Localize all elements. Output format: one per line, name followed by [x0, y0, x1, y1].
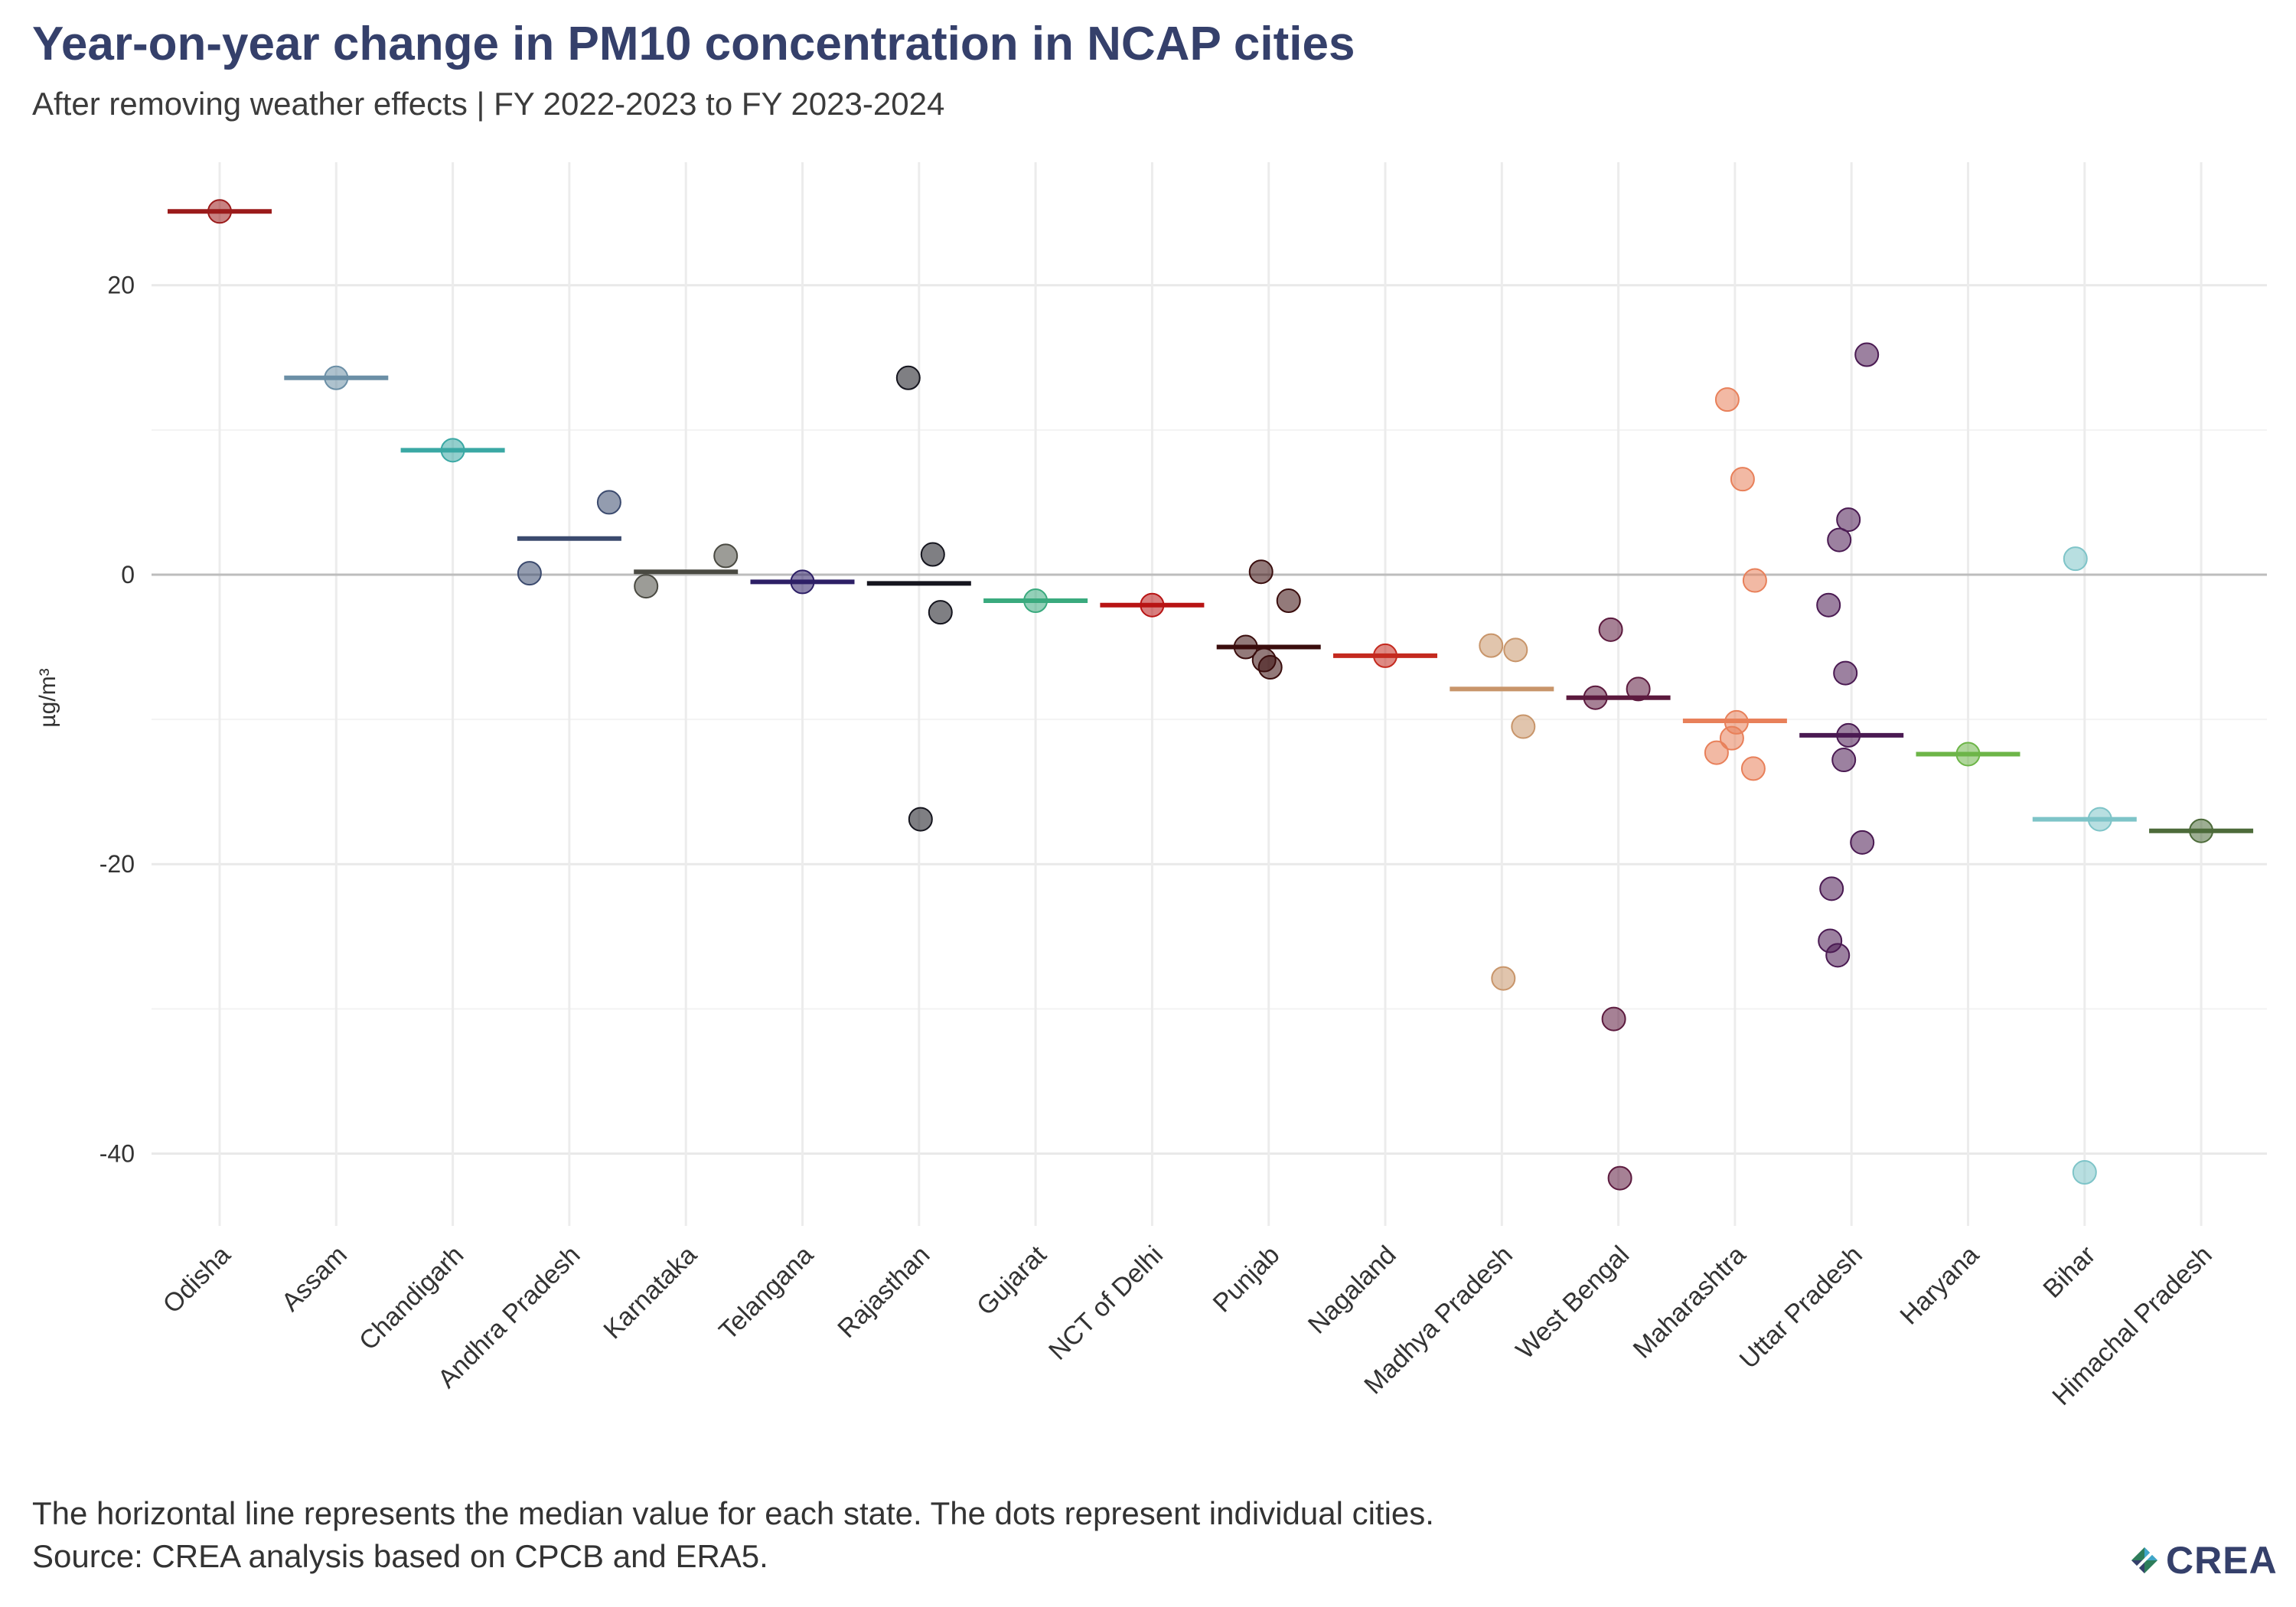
city-point	[1257, 655, 1283, 680]
x-tick-label: Telangana	[713, 1240, 819, 1346]
city-point	[1626, 676, 1651, 702]
city-point	[928, 600, 953, 625]
crea-logo-text: CREA	[2166, 1539, 2278, 1582]
city-point	[790, 569, 815, 595]
x-tick-label: Punjab	[1208, 1240, 1286, 1319]
y-tick-label: 20	[107, 272, 135, 299]
city-point	[1714, 387, 1740, 412]
x-tick-label: Nagaland	[1303, 1240, 1402, 1340]
city-point	[1023, 588, 1049, 614]
y-tick-label: 0	[121, 561, 135, 588]
x-tick-label: Maharashtra	[1628, 1240, 1752, 1364]
city-point	[1601, 1006, 1626, 1032]
grid	[152, 162, 2267, 1226]
chart-subtitle: After removing weather effects | FY 2022…	[32, 86, 945, 122]
city-point	[1503, 637, 1528, 663]
city-point	[2087, 807, 2112, 832]
x-tick-label: NCT of Delhi	[1043, 1240, 1169, 1366]
city-point	[634, 574, 659, 599]
city-point	[1248, 559, 1274, 585]
footnote-source: Source: CREA analysis based on CPCB and …	[32, 1538, 768, 1574]
city-point	[1819, 876, 1844, 901]
x-tick-label: West Bengal	[1511, 1240, 1636, 1365]
crea-logo: CREA	[2129, 1538, 2278, 1583]
x-tick-label: Gujarat	[971, 1240, 1052, 1321]
city-point	[1583, 685, 1608, 710]
median-lines	[168, 209, 2254, 833]
x-tick-label: Haryana	[1894, 1240, 1985, 1331]
city-point	[1373, 643, 1397, 668]
city-point	[1511, 714, 1536, 739]
x-tick-label: Rajasthan	[832, 1240, 935, 1344]
x-tick-label: Karnataka	[598, 1240, 703, 1345]
city-point	[1742, 568, 1767, 593]
y-axis-ticks: 20 0 -20 -40	[99, 272, 135, 1168]
footnote: The horizontal line represents the media…	[32, 1492, 1434, 1578]
city-point	[596, 490, 621, 515]
chart-title: Year-on-year change in PM10 concentratio…	[32, 18, 1355, 70]
city-point	[1607, 1165, 1632, 1191]
city-point	[1836, 722, 1861, 748]
city-point	[2189, 818, 2214, 843]
city-point	[1704, 740, 1729, 765]
city-point	[1850, 830, 1875, 855]
city-point	[1955, 742, 1981, 767]
city-point	[1140, 592, 1165, 618]
city-point	[1827, 527, 1852, 553]
city-point	[1836, 507, 1861, 533]
city-point	[1719, 725, 1744, 751]
x-tick-label: Odisha	[158, 1240, 236, 1319]
city-point	[1740, 756, 1766, 781]
city-points	[207, 199, 2214, 1191]
x-tick-label: Assam	[276, 1240, 353, 1317]
footnote-description: The horizontal line represents the media…	[32, 1495, 1434, 1531]
city-point	[908, 807, 933, 832]
y-axis-label: µg/m³	[35, 668, 60, 727]
city-point	[324, 365, 349, 390]
x-tick-label: Uttar Pradesh	[1734, 1240, 1868, 1374]
x-tick-label: Chandigarh	[354, 1240, 469, 1356]
city-point	[517, 561, 542, 586]
city-point	[1598, 617, 1623, 642]
city-point	[713, 543, 739, 569]
city-point	[1276, 588, 1301, 614]
crea-logo-icon	[2131, 1547, 2157, 1573]
city-point	[1491, 966, 1516, 991]
city-point	[920, 542, 945, 567]
y-tick-label: -40	[99, 1139, 135, 1167]
y-tick-label: -20	[99, 850, 135, 878]
city-point	[1831, 748, 1857, 773]
city-point	[1825, 943, 1851, 968]
city-point	[1233, 634, 1258, 660]
city-point	[1816, 592, 1841, 618]
city-point	[1854, 342, 1880, 367]
x-tick-label: Bihar	[2037, 1240, 2101, 1304]
city-point	[895, 365, 921, 390]
city-point	[440, 438, 465, 463]
city-point	[1479, 633, 1504, 658]
city-point	[2072, 1160, 2097, 1185]
city-point	[207, 199, 232, 224]
city-point	[1730, 467, 1755, 492]
city-point	[1833, 660, 1858, 686]
city-point	[2063, 546, 2088, 572]
